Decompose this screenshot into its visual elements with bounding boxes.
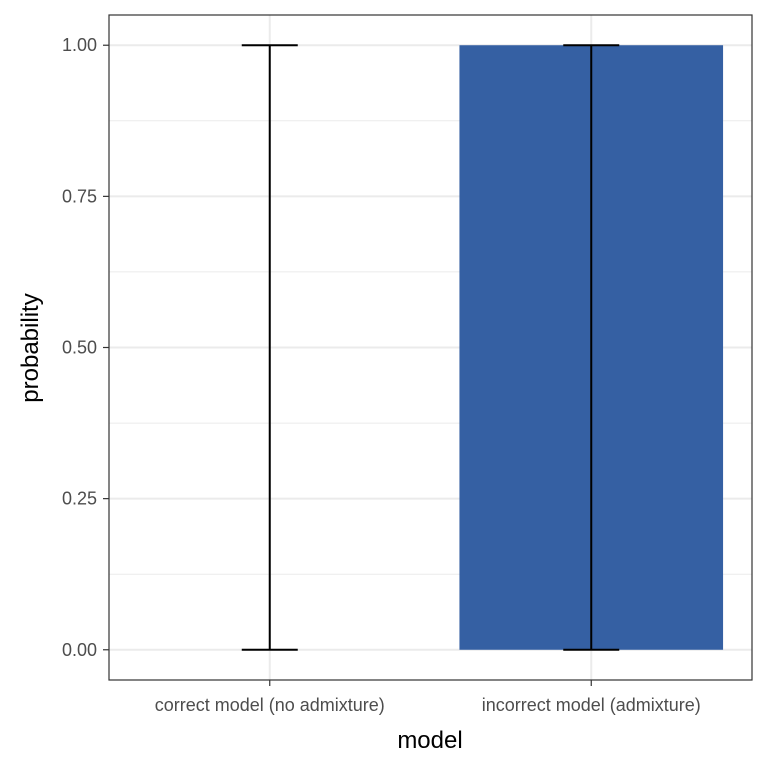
y-tick-label: 1.00 [62, 35, 97, 55]
x-tick-label: incorrect model (admixture) [482, 695, 701, 715]
y-axis-title: probability [17, 293, 44, 402]
y-tick-label: 0.50 [62, 338, 97, 358]
y-tick-label: 0.75 [62, 186, 97, 206]
x-axis-title: model [397, 727, 462, 754]
y-tick-label: 0.00 [62, 640, 97, 660]
x-axis: correct model (no admixture) incorrect mo… [155, 680, 701, 715]
y-tick-label: 0.25 [62, 489, 97, 509]
error-bars [241, 44, 620, 651]
y-axis: 0.00 0.25 0.50 0.75 1.00 [62, 35, 109, 660]
x-tick-label: correct model (no admixture) [155, 695, 385, 715]
